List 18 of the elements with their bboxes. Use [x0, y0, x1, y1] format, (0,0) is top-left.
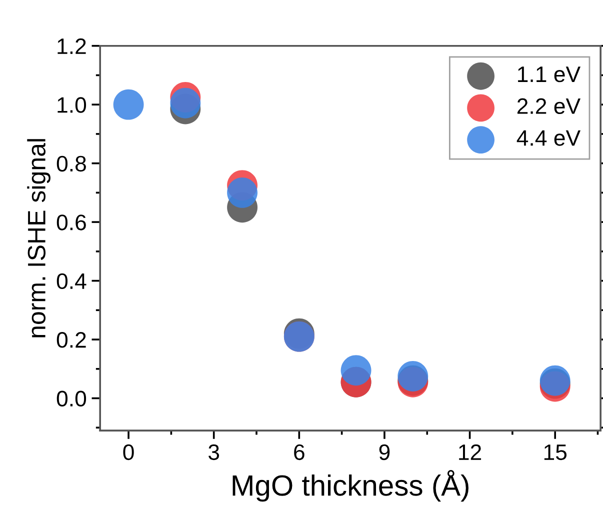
y-tick-label: 0.0	[56, 390, 86, 407]
y-tick-label: 0.6	[56, 214, 86, 230]
x-tick-label: 9	[379, 444, 390, 460]
y-axis-title: norm. ISHE signal	[27, 139, 50, 338]
y-tick-label: 0.8	[56, 156, 86, 172]
y-tick-label: 0.4	[56, 273, 86, 290]
x-tick-label: 6	[294, 444, 304, 460]
x-tick-label: 0	[123, 444, 134, 460]
y-tick-label: 0.2	[56, 332, 86, 348]
x-tick-label: 15	[544, 444, 567, 460]
legend-label: 1.1 eV	[518, 66, 580, 82]
legend-label: 4.4 eV	[516, 130, 580, 146]
y-tick-label: 1.0	[58, 97, 86, 113]
x-tick-label: 3	[208, 444, 220, 460]
x-tick-label: 12	[459, 444, 482, 460]
y-tick-label: 1.2	[58, 38, 86, 54]
x-axis-title: MgO thickness (Å)	[232, 470, 468, 502]
legend-label: 2.2 eV	[517, 98, 580, 114]
